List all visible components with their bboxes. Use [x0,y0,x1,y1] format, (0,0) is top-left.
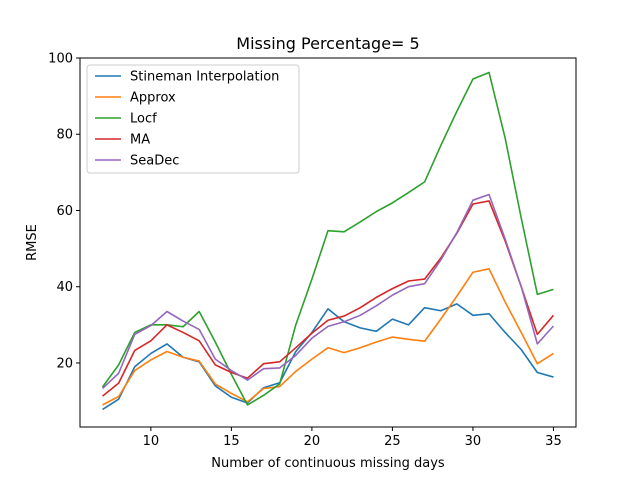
legend-label-seadec: SeaDec [130,154,179,169]
x-tick-label: 15 [223,434,240,449]
x-axis-ticks: 10 15 20 25 30 35 [143,427,562,449]
series-line-seadec [101,193,555,390]
series-line-locf [101,71,554,406]
series-line-ma [102,200,555,397]
x-tick-label: 10 [143,434,160,449]
plot-frame [79,57,577,428]
y-tick-label: 100 [48,52,73,67]
y-tick-label: 40 [56,280,73,295]
legend-label-stineman-interpolation: Stineman Interpolation [130,70,279,85]
legend-label-approx: Approx [130,91,176,106]
y-axis-ticks: 20 40 60 80 100 [48,52,80,371]
y-tick-label: 60 [56,204,73,219]
chart-title: Missing Percentage= 5 [236,34,419,53]
series-line-approx [102,267,554,406]
legend-box [86,64,300,174]
legend: Stineman Interpolation Approx Locf MA SeaDec [86,64,300,174]
series-layer [101,71,555,411]
y-tick-label: 80 [56,128,73,143]
x-axis-label: Number of continuous missing days [211,456,445,471]
y-tick-label: 20 [56,356,73,371]
x-tick-label: 35 [545,434,562,449]
legend-label-ma: MA [130,133,150,148]
legend-label-locf: Locf [130,112,157,127]
x-tick-label: 25 [384,434,401,449]
x-tick-label: 20 [304,434,321,449]
series-line-stineman-interpolation [102,303,554,411]
x-tick-label: 30 [465,434,482,449]
y-axis-label: RMSE [25,224,40,261]
